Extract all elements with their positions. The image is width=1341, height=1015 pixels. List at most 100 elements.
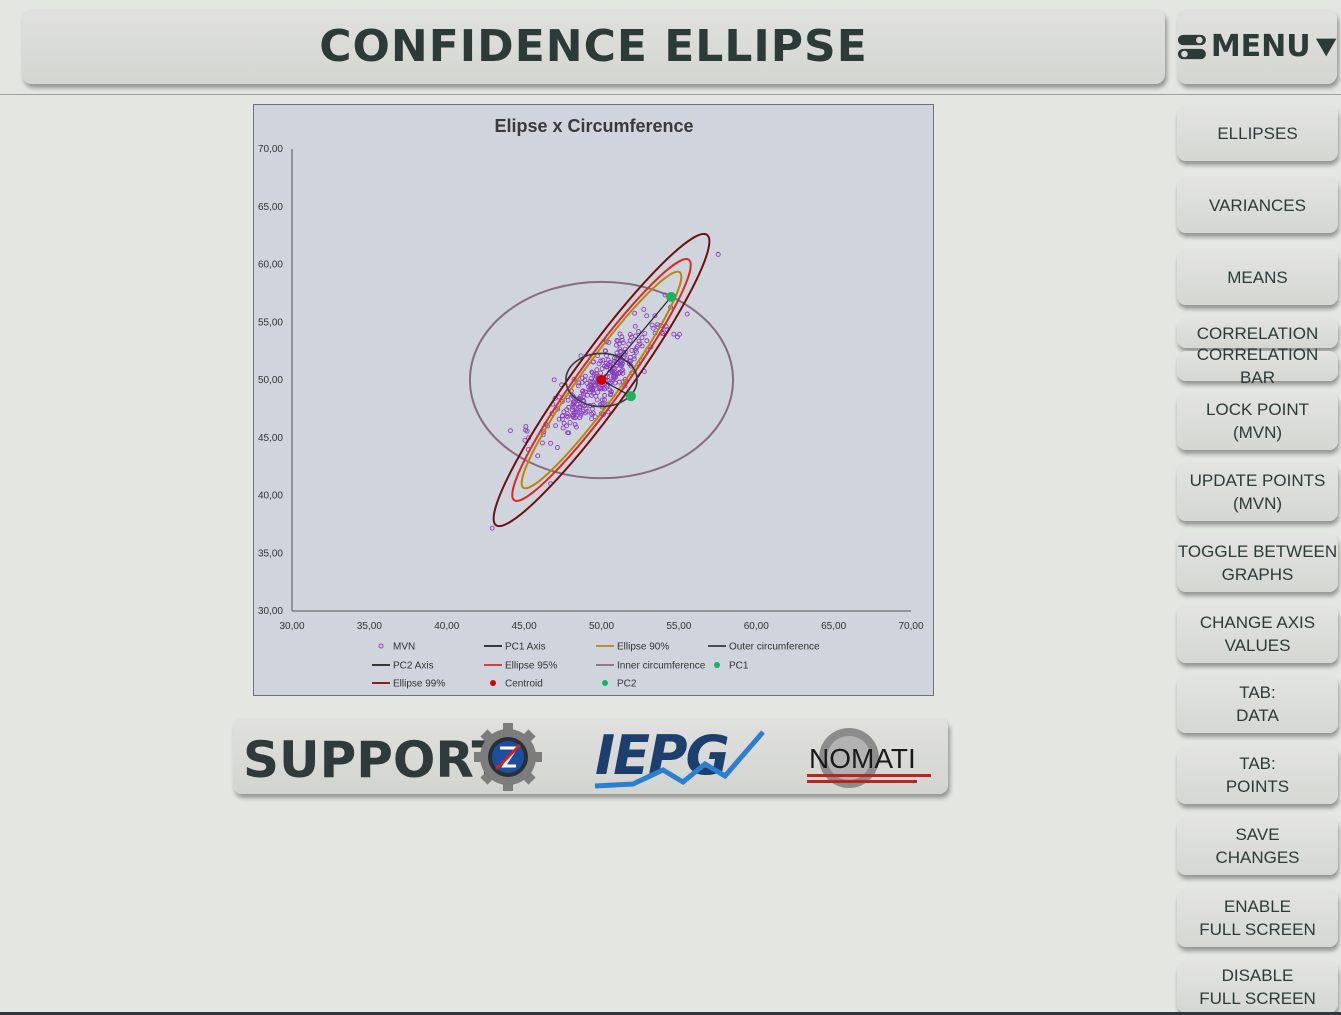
mvn-point xyxy=(585,392,590,398)
ellipse-95 xyxy=(511,258,692,502)
mvn-point xyxy=(539,440,545,446)
mvn-point xyxy=(644,338,650,344)
mvn-point xyxy=(619,337,625,343)
enable-fullscreen-button[interactable]: ENABLE FULL SCREEN xyxy=(1177,889,1338,947)
mvn-point xyxy=(587,387,593,393)
ellipse-99 xyxy=(492,232,711,528)
tab-data-button[interactable]: TAB: DATA xyxy=(1177,675,1338,733)
mvn-point xyxy=(571,415,577,421)
means-button[interactable]: MEANS xyxy=(1177,249,1338,305)
mvn-point xyxy=(602,392,608,398)
legend-marker xyxy=(602,680,608,686)
y-tick-label: 60,00 xyxy=(258,260,283,271)
legend-label: PC1 xyxy=(729,661,749,672)
mvn-point xyxy=(589,369,595,375)
pc1-axis-line xyxy=(601,296,672,381)
x-tick-label: 70,00 xyxy=(898,621,923,632)
y-tick-label: 35,00 xyxy=(258,548,283,559)
mvn-point xyxy=(589,379,595,385)
mvn-point xyxy=(576,380,582,386)
mvn-point xyxy=(588,376,594,382)
x-tick-label: 30,00 xyxy=(279,621,304,632)
change-axis-button[interactable]: CHANGE AXIS VALUES xyxy=(1177,605,1338,663)
mvn-point xyxy=(560,425,566,431)
mvn-point xyxy=(589,406,595,412)
mvn-point xyxy=(655,322,660,328)
mvn-point xyxy=(555,406,561,412)
mvn-point xyxy=(629,348,635,353)
mvn-point xyxy=(619,334,625,340)
mvn-point xyxy=(607,387,613,393)
mvn-point xyxy=(604,363,610,369)
lock-point-button[interactable]: LOCK POINT (MVN) xyxy=(1177,392,1338,450)
legend-label: Inner circumference xyxy=(617,661,706,672)
inner-circumference xyxy=(565,352,638,408)
menu-label: MENU xyxy=(1210,29,1311,64)
x-tick-label: 50,00 xyxy=(589,621,614,632)
mvn-point xyxy=(567,420,573,425)
mvn-point xyxy=(571,394,577,400)
mvn-point xyxy=(596,361,602,367)
mvn-point xyxy=(614,350,620,356)
mvn-point xyxy=(627,361,632,367)
x-tick-label: 35,00 xyxy=(357,621,382,632)
chart-legend: MVN PC1 Axis Ellipse 90% Outer circumferenc… xyxy=(372,642,820,690)
mvn-point xyxy=(556,416,562,422)
mvn-point xyxy=(627,332,633,337)
mvn-point xyxy=(613,342,619,348)
mvn-point xyxy=(632,323,638,329)
confidence-ellipse-chart: Elipse x Circumference 30,00 35,00 40,00 45… xyxy=(258,116,924,690)
legend-label: PC1 Axis xyxy=(505,642,546,653)
bottom-border xyxy=(0,1012,1341,1015)
mvn-point xyxy=(600,357,606,363)
mvn-point xyxy=(611,371,617,377)
mvn-point xyxy=(535,453,541,459)
mvn-point xyxy=(617,346,623,352)
mvn-point xyxy=(581,391,587,397)
outer-circumference xyxy=(468,280,735,480)
pc2-point xyxy=(625,391,636,402)
nomati-logo-text: NOMATI xyxy=(809,743,916,774)
mvn-point xyxy=(684,311,690,317)
triangle-down-icon xyxy=(1315,38,1337,56)
variances-button[interactable]: VARIANCES xyxy=(1177,177,1338,233)
mvn-point xyxy=(579,410,584,416)
update-points-button[interactable]: UPDATE POINTS (MVN) xyxy=(1177,463,1338,521)
mvn-point xyxy=(548,440,553,446)
mvn-point xyxy=(635,329,641,334)
chart-axes: 30,00 35,00 40,00 45,00 50,00 55,00 60,00 65,00… xyxy=(258,144,924,632)
mvn-point xyxy=(582,377,588,383)
mvn-point xyxy=(602,348,608,354)
mvn-point xyxy=(634,344,640,350)
mvn-point xyxy=(606,339,612,345)
mvn-point xyxy=(642,331,648,337)
toggle-graphs-button[interactable]: TOGGLE BETWEEN GRAPHS xyxy=(1177,534,1338,592)
mvn-point xyxy=(595,389,601,395)
mvn-point xyxy=(629,334,634,340)
mvn-point xyxy=(620,340,626,346)
tab-points-button[interactable]: TAB: POINTS xyxy=(1177,746,1338,804)
menu-button[interactable]: MENU xyxy=(1177,9,1337,84)
mvn-point xyxy=(522,437,528,443)
save-changes-button[interactable]: SAVE CHANGES xyxy=(1177,817,1338,875)
mvn-point xyxy=(611,375,617,381)
correlation-bar-button[interactable]: CORRELATION BAR xyxy=(1177,345,1338,387)
legend-marker xyxy=(714,662,720,668)
mvn-point xyxy=(622,383,628,389)
mvn-point xyxy=(677,331,682,337)
mvn-point xyxy=(652,313,658,319)
correlation-button[interactable]: CORRELATION xyxy=(1177,318,1338,348)
ellipses-button[interactable]: ELLIPSES xyxy=(1177,105,1338,161)
mvn-point xyxy=(553,423,558,429)
mvn-point xyxy=(565,430,571,436)
mvn-point xyxy=(592,382,598,388)
y-tick-label: 70,00 xyxy=(258,144,283,155)
mvn-point xyxy=(576,404,582,410)
disable-fullscreen-button[interactable]: DISABLE FULL SCREEN xyxy=(1177,961,1338,1013)
y-tick-label: 55,00 xyxy=(258,317,283,328)
legend-label: Ellipse 99% xyxy=(393,679,445,690)
mvn-point xyxy=(523,427,529,433)
mvn-point xyxy=(620,370,626,376)
mvn-point xyxy=(614,337,620,343)
mvn-point xyxy=(564,407,570,413)
